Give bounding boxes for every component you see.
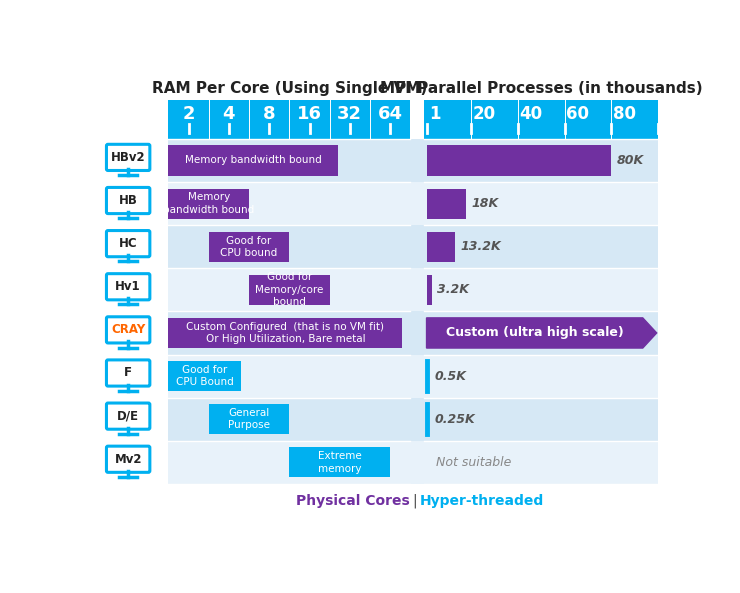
Text: Hv1: Hv1	[115, 280, 141, 294]
Text: Good for
CPU bound: Good for CPU bound	[221, 235, 278, 258]
Bar	[426, 275, 431, 305]
Bar	[426, 232, 455, 262]
Text: 0.25K: 0.25K	[434, 413, 475, 426]
Text: 1: 1	[429, 104, 440, 123]
Text: MPI Parallel Processes (in thousands): MPI Parallel Processes (in thousands)	[380, 81, 702, 97]
Text: 32: 32	[337, 104, 363, 123]
Text: |: |	[413, 493, 417, 508]
Bar	[426, 145, 611, 176]
Text: 40: 40	[519, 104, 542, 123]
Bar	[169, 145, 337, 176]
Text: Custom Configured  (that is no VM fit)
Or High Utilization, Bare metal: Custom Configured (that is no VM fit) Or…	[186, 322, 384, 344]
Bar	[209, 404, 289, 434]
Polygon shape	[426, 318, 656, 348]
FancyBboxPatch shape	[107, 144, 149, 171]
Bar	[169, 100, 410, 139]
Bar	[169, 225, 659, 268]
Text: HB: HB	[118, 194, 138, 207]
Bar	[169, 139, 659, 182]
Text: F: F	[124, 366, 132, 380]
Bar	[169, 355, 659, 398]
Text: 18K: 18K	[472, 197, 499, 210]
Text: 80: 80	[613, 104, 636, 123]
Text: 13.2K: 13.2K	[460, 240, 501, 253]
Text: 20: 20	[473, 104, 496, 123]
Text: 2: 2	[182, 104, 195, 123]
Bar	[169, 318, 403, 348]
FancyBboxPatch shape	[107, 360, 149, 386]
Text: 4: 4	[223, 104, 235, 123]
Text: RAM Per Core (Using Single VM): RAM Per Core (Using Single VM)	[152, 81, 427, 97]
FancyBboxPatch shape	[107, 403, 149, 429]
Text: HBv2: HBv2	[111, 151, 146, 164]
Text: 80K: 80K	[617, 154, 644, 167]
Bar	[249, 275, 329, 305]
Text: CRAY: CRAY	[111, 323, 145, 336]
Text: Good for
CPU Bound: Good for CPU Bound	[176, 365, 234, 387]
Bar	[169, 361, 241, 391]
Text: Mv2: Mv2	[115, 452, 142, 466]
Text: 60: 60	[566, 104, 589, 123]
Text: D/E: D/E	[117, 410, 139, 423]
Text: Custom (ultra high scale): Custom (ultra high scale)	[445, 327, 624, 339]
FancyBboxPatch shape	[107, 317, 149, 343]
Text: General
Purpose: General Purpose	[228, 408, 270, 431]
Text: Memory
bandwidth bound: Memory bandwidth bound	[163, 192, 255, 215]
Bar	[169, 398, 659, 441]
Text: Memory bandwidth bound: Memory bandwidth bound	[185, 155, 321, 165]
Text: Hyper-threaded: Hyper-threaded	[420, 494, 544, 508]
Text: 64: 64	[377, 104, 403, 123]
Bar	[169, 189, 249, 219]
Bar	[169, 441, 659, 484]
Bar	[209, 232, 289, 262]
Text: HC: HC	[119, 237, 138, 250]
Text: 8: 8	[263, 104, 275, 123]
Bar	[426, 189, 466, 219]
Text: 100: 100	[660, 104, 694, 123]
FancyBboxPatch shape	[107, 231, 149, 257]
Text: Extreme
memory: Extreme memory	[318, 451, 362, 474]
FancyBboxPatch shape	[107, 187, 149, 213]
Text: Good for
Memory/core
bound: Good for Memory/core bound	[255, 272, 323, 307]
Bar	[424, 100, 659, 139]
Text: 16: 16	[297, 104, 322, 123]
Bar	[169, 311, 659, 355]
Bar	[289, 447, 390, 477]
Text: 3.2K: 3.2K	[437, 283, 469, 296]
FancyBboxPatch shape	[107, 274, 149, 300]
Text: Physical Cores: Physical Cores	[297, 494, 410, 508]
Text: Not suitable: Not suitable	[436, 456, 511, 469]
FancyBboxPatch shape	[107, 446, 149, 473]
Text: 0.5K: 0.5K	[434, 369, 466, 382]
Bar	[169, 182, 659, 225]
Bar	[169, 268, 659, 311]
